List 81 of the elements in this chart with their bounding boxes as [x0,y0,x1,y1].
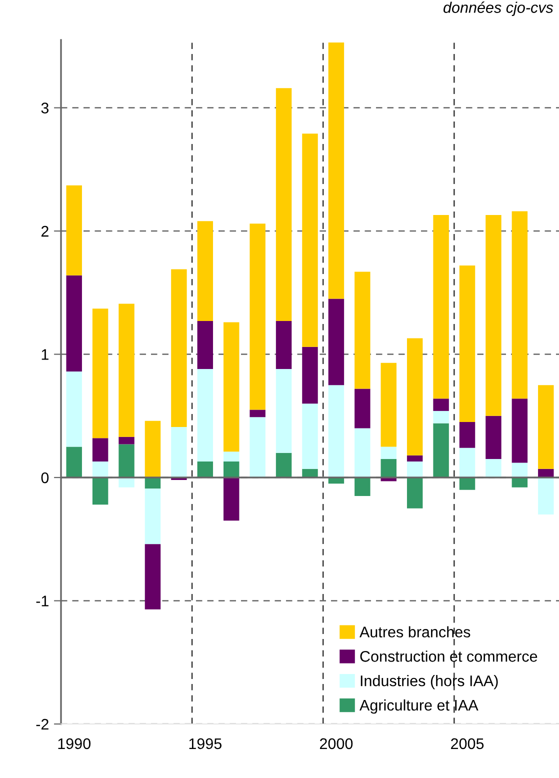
bar [118,444,134,478]
y-tick-label: 0 [41,472,49,484]
bar [328,42,344,299]
bar [406,338,423,456]
bar [118,436,134,444]
bar [486,416,502,460]
bar [433,398,449,411]
bar [171,269,187,427]
bar [197,461,214,478]
bar [118,304,134,437]
bar [276,88,292,321]
bar [197,369,214,462]
bar [224,322,240,452]
bar [512,398,528,463]
bar [354,388,370,428]
bar [276,369,292,453]
bar [250,224,266,410]
bar [459,478,476,490]
bar [276,452,292,478]
x-tick-label: 1995 [189,738,222,750]
bar [328,298,344,386]
bar [302,134,318,347]
bar [197,221,214,321]
bar [380,459,396,478]
bar [512,478,528,488]
bar [354,478,370,496]
y-tick-label: -2 [36,718,48,730]
bar [144,488,161,544]
bar [92,461,108,478]
bar [512,211,528,399]
legend-label: Agriculture et IAA [360,699,478,714]
bar [459,448,476,478]
bar [224,452,240,462]
x-tick-label: 2005 [451,738,484,750]
bar [302,346,318,404]
bar [66,185,82,276]
y-tick-label: -1 [36,596,48,606]
bar [433,215,449,399]
bar [171,426,187,478]
bar [459,266,476,422]
bar [118,478,134,488]
bar [406,455,423,462]
x-tick-label: 2000 [320,738,353,750]
bar [92,438,108,462]
bar [224,478,240,521]
bar [250,410,266,418]
y-tick-label: 2 [41,226,48,237]
bar [144,544,161,610]
y-tick-label: 1 [42,349,48,360]
bar [276,320,292,370]
bar [197,320,214,370]
bar [144,420,161,478]
bar [459,422,476,448]
bar [380,362,396,447]
bar [538,478,554,514]
legend-label: Construction et commerce [360,650,538,662]
bar [354,428,370,478]
bar [433,410,449,424]
bar [354,272,370,389]
bar [224,461,240,478]
x-tick-label: 1990 [58,738,91,750]
bar [92,478,108,505]
bar [250,417,266,478]
bar [512,462,528,478]
bar [433,423,449,478]
legend-label: Autres branches [360,626,470,638]
bar [66,446,82,478]
text: données cjo-cvs [444,2,554,16]
bar [380,446,396,460]
bar [328,385,344,478]
bar [486,215,502,416]
bar [406,461,423,478]
bar [302,404,318,469]
y-tick-label: 3 [41,102,49,114]
bar [486,459,502,478]
bar [406,478,423,508]
bar [538,385,554,469]
bar [66,275,82,372]
bar [92,308,108,438]
bar [66,372,82,447]
legend-label: Industries (hors IAA) [360,675,498,690]
